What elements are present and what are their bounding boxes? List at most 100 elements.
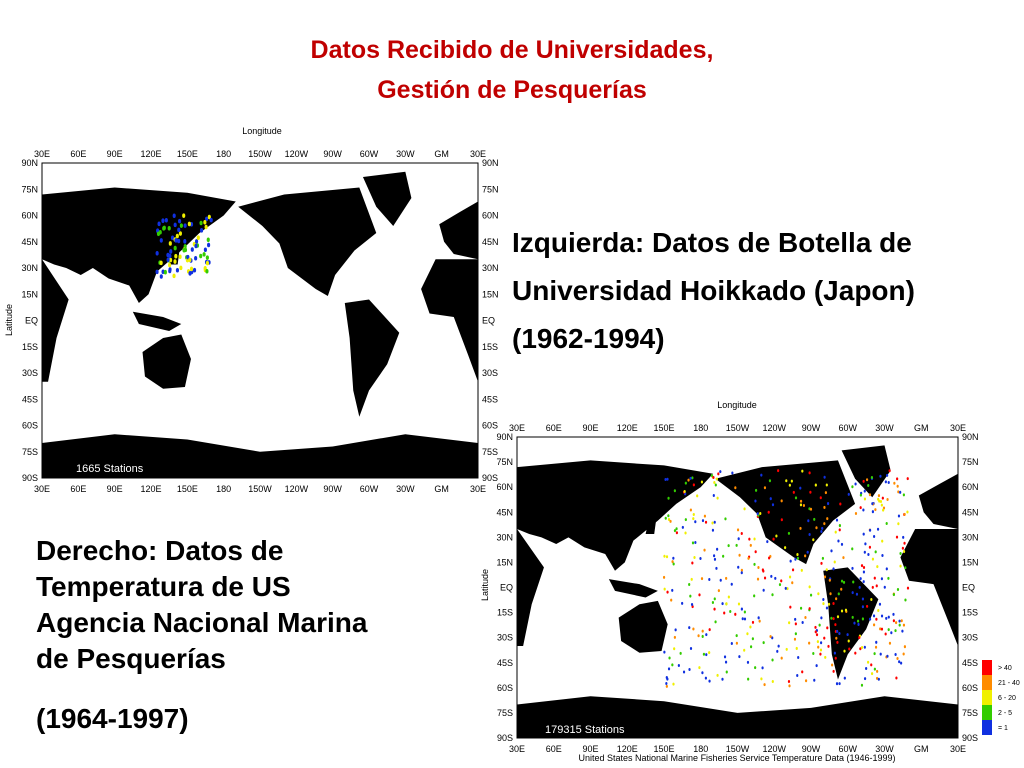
lon-tick-label: 150E: [653, 744, 674, 754]
lon-tick-label: 60E: [70, 484, 86, 494]
lat-tick-label: EQ: [25, 316, 38, 326]
station-dot: [832, 617, 835, 621]
station-dot: [769, 634, 772, 638]
station-dot: [902, 493, 905, 497]
station-dot: [903, 541, 906, 545]
station-dot: [788, 575, 792, 579]
station-dot: [860, 564, 864, 568]
lon-tick-label: GM: [914, 423, 929, 433]
station-dot: [887, 628, 890, 632]
station-dot: [768, 479, 772, 483]
station-dot: [771, 636, 774, 640]
station-dot: [749, 543, 752, 547]
lon-tick-label: GM: [914, 744, 929, 754]
station-dot: [174, 253, 178, 259]
station-dot: [794, 632, 797, 636]
station-dot: [901, 629, 904, 633]
station-dot: [853, 621, 856, 625]
station-dot: [715, 477, 718, 481]
station-dot: [747, 556, 750, 560]
lat-tick-label: 60S: [22, 421, 38, 431]
station-dot: [887, 576, 890, 580]
station-dot: [892, 593, 895, 597]
station-dot: [155, 269, 159, 275]
legend-label: > 40: [998, 665, 1012, 672]
station-dot: [823, 475, 826, 479]
station-dot: [795, 646, 798, 650]
station-dot: [710, 474, 714, 478]
station-dot: [673, 635, 676, 639]
legend-label: = 1: [998, 725, 1008, 732]
station-dot: [665, 684, 668, 688]
station-dot: [862, 508, 865, 512]
station-dot: [791, 568, 795, 572]
lon-tick-label: 30E: [470, 484, 486, 494]
station-dot: [822, 598, 825, 602]
station-dot: [868, 528, 872, 532]
station-dot: [793, 637, 797, 641]
station-dot: [672, 682, 675, 686]
station-dot: [712, 494, 715, 498]
station-dot: [809, 593, 813, 597]
station-dot: [825, 568, 828, 572]
lat-tick-label: 45N: [482, 237, 499, 247]
station-dot: [859, 493, 862, 497]
station-dot: [820, 561, 823, 565]
station-dot: [697, 634, 700, 638]
station-dot: [794, 496, 798, 500]
station-dot: [205, 216, 209, 222]
lat-tick-label: 45S: [962, 658, 978, 668]
station-dot: [717, 472, 720, 476]
station-dot: [183, 239, 187, 244]
station-dot: [763, 576, 767, 580]
station-dot: [904, 598, 907, 602]
lat-tick-label: 30N: [21, 263, 38, 273]
station-dot: [814, 625, 817, 629]
lon-tick-label: 150W: [248, 484, 272, 494]
station-dot: [880, 503, 883, 507]
station-dot: [794, 617, 797, 621]
station-dot: [173, 259, 177, 264]
station-dot: [784, 546, 787, 550]
station-dot: [858, 636, 861, 640]
station-dot: [885, 567, 888, 571]
text-line: Universidad Hoikkado (Japon): [512, 275, 915, 306]
lon-tick-label: 90E: [107, 149, 123, 159]
station-dot: [807, 519, 810, 523]
station-dot: [692, 513, 695, 517]
lat-tick-label: 30S: [22, 368, 38, 378]
station-dot: [186, 254, 190, 260]
station-dot: [800, 568, 803, 572]
caption: United States National Marine Fisheries …: [579, 753, 896, 763]
station-dot: [203, 265, 207, 271]
station-dot: [906, 586, 910, 590]
station-dot: [904, 566, 907, 570]
station-dot: [881, 553, 884, 557]
text-line: Izquierda: Datos de Botella de: [512, 227, 912, 258]
station-dot: [868, 493, 872, 497]
station-dot: [877, 494, 881, 498]
station-dot: [705, 653, 708, 657]
station-dot: [760, 473, 763, 477]
station-dot: [840, 587, 843, 591]
station-dot: [170, 235, 175, 241]
map-panel: 179315 Stations Longitude Latitude Unite…: [480, 400, 1020, 763]
station-dot: [711, 521, 714, 525]
station-dot: [754, 488, 758, 492]
station-dot: [159, 260, 163, 266]
station-dot: [862, 570, 866, 574]
station-dot: [161, 269, 165, 275]
lon-tick-label: 60W: [838, 744, 857, 754]
station-dot: [723, 655, 727, 659]
station-dot: [819, 648, 823, 652]
station-dot: [835, 682, 839, 686]
station-dot: [687, 478, 690, 482]
station-dot: [842, 556, 845, 560]
station-dot: [828, 578, 831, 582]
station-dot: [895, 676, 898, 680]
station-dot: [799, 499, 803, 503]
station-dot: [866, 660, 870, 664]
lat-tick-label: 30N: [496, 532, 513, 542]
lat-tick-label: 45S: [22, 394, 38, 404]
station-dot: [820, 616, 823, 620]
